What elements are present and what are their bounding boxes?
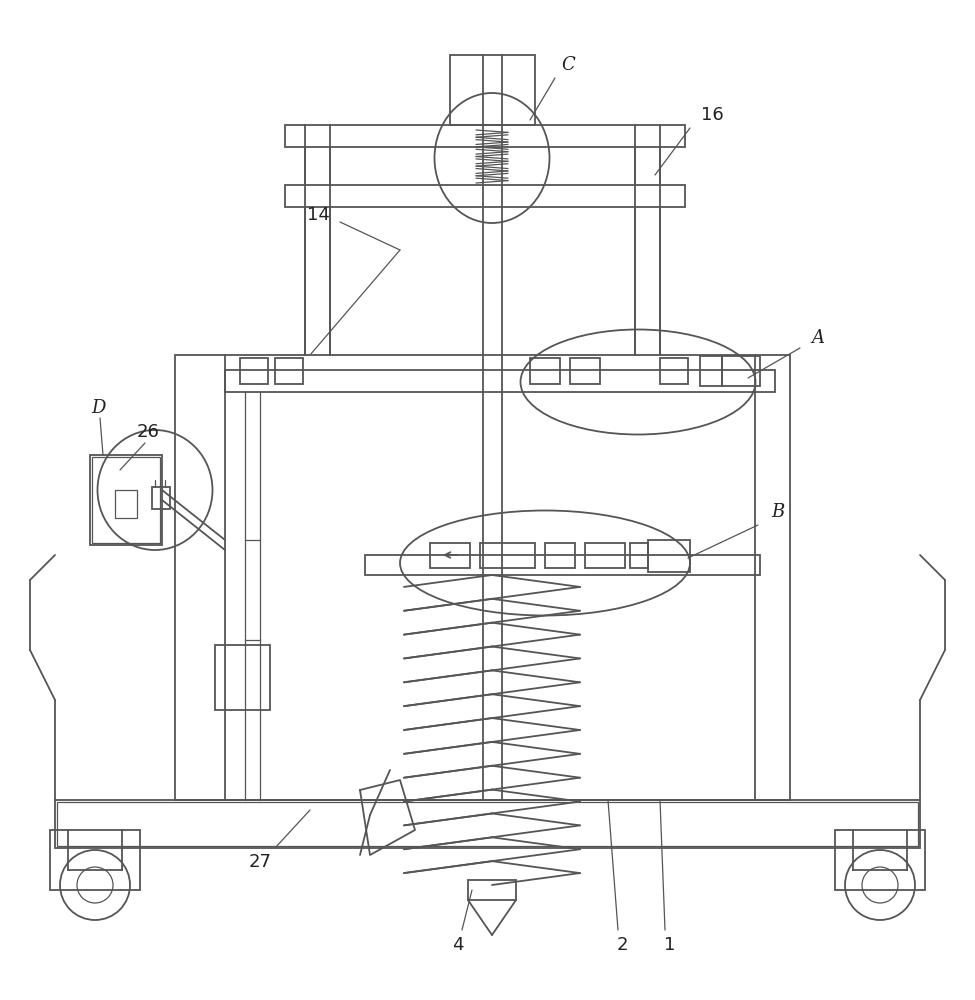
Text: A: A — [811, 329, 825, 347]
Bar — [152, 487, 170, 509]
Text: B: B — [771, 503, 785, 521]
Bar — [285, 185, 685, 207]
Bar — [50, 830, 140, 890]
Bar — [175, 355, 790, 800]
Text: D: D — [91, 399, 105, 417]
Text: 4: 4 — [452, 936, 464, 954]
Bar — [468, 880, 516, 900]
Bar — [722, 356, 760, 386]
Bar — [92, 457, 160, 543]
Bar — [480, 543, 535, 568]
Bar — [700, 356, 722, 386]
Bar — [285, 125, 685, 147]
Bar — [630, 543, 648, 568]
Bar — [545, 543, 575, 568]
Text: C: C — [562, 56, 575, 74]
Text: 27: 27 — [249, 853, 271, 871]
Bar — [660, 358, 688, 384]
Bar — [275, 358, 303, 384]
Bar — [240, 358, 268, 384]
Bar — [225, 370, 775, 392]
Bar — [648, 540, 690, 572]
Bar — [585, 543, 625, 568]
Bar — [365, 555, 760, 575]
Text: 2: 2 — [616, 936, 628, 954]
Bar — [450, 55, 535, 125]
Bar — [430, 543, 470, 568]
Bar — [530, 358, 560, 384]
Text: 16: 16 — [701, 106, 723, 124]
Bar — [570, 358, 600, 384]
Text: 14: 14 — [306, 206, 330, 224]
Bar — [215, 645, 270, 710]
Bar — [55, 800, 920, 848]
Text: 1: 1 — [664, 936, 676, 954]
Bar — [90, 455, 162, 545]
Text: 26: 26 — [136, 423, 160, 441]
Bar — [115, 490, 137, 518]
Bar — [835, 830, 925, 890]
Bar — [57, 802, 918, 846]
